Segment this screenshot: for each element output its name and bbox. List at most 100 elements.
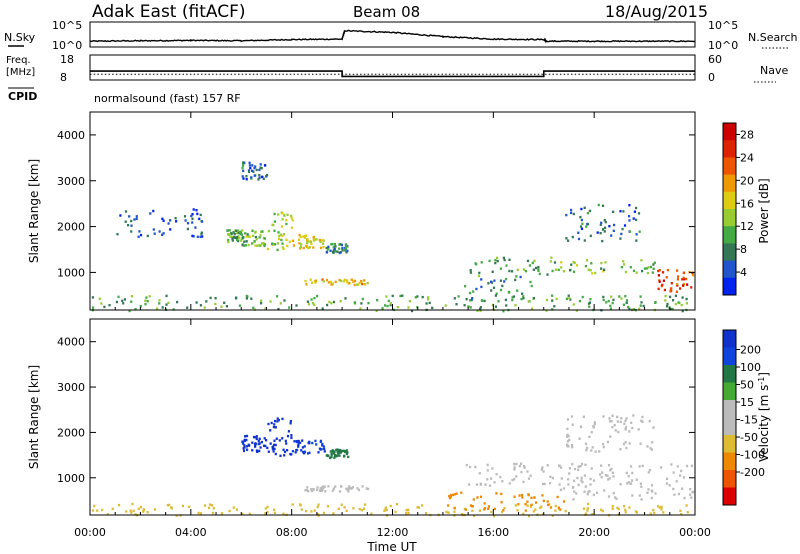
scatter-cell <box>551 294 554 297</box>
scatter-cell <box>660 505 663 509</box>
scatter-cell <box>254 165 257 168</box>
scatter-cell <box>572 270 576 273</box>
scatter-cell <box>289 452 292 456</box>
scatter-cell <box>560 266 563 269</box>
scatter-cell <box>585 259 589 262</box>
scatter-cell <box>478 509 481 512</box>
scatter-cell <box>345 244 348 247</box>
scatter-cell <box>241 229 244 232</box>
scatter-cell <box>658 506 661 509</box>
scatter-cell <box>153 232 156 235</box>
scatter-cell <box>299 235 302 239</box>
scatter-cell <box>238 304 241 307</box>
scatter-cell <box>230 235 233 239</box>
scatter-cell <box>243 240 246 243</box>
scatter-cell <box>329 249 332 252</box>
scatter-cell <box>575 492 578 495</box>
scatter-cell <box>455 303 458 306</box>
scatter-cell <box>686 464 689 468</box>
scatter-cell <box>469 271 472 274</box>
scatter-cell <box>520 470 523 474</box>
scatter-cell <box>511 296 514 299</box>
scatter-cell <box>247 169 251 172</box>
scatter-cell <box>256 244 259 247</box>
scatter-cell <box>572 303 575 306</box>
scatter-cell <box>261 230 264 233</box>
scatter-cell <box>128 309 131 313</box>
noise-frame <box>89 21 696 48</box>
scatter-cell <box>483 502 486 505</box>
scatter-cell <box>692 273 695 277</box>
scatter-cell <box>499 475 502 479</box>
scatter-cell <box>531 307 534 310</box>
scatter-cell <box>240 233 243 237</box>
scatter-cell <box>690 464 693 468</box>
scatter-cell <box>584 442 588 446</box>
scatter-cell <box>186 227 189 231</box>
scatter-cell <box>344 247 348 250</box>
scatter-cell <box>614 496 617 499</box>
scatter-cell <box>142 508 146 511</box>
noise-panel: N.Sky 10^5 10^0 10^5 10^0 N.Search <box>4 19 798 52</box>
scatter-cell <box>241 175 244 178</box>
scatter-cell <box>602 298 605 302</box>
scatter-cell <box>283 299 286 302</box>
scatter-cell <box>191 221 194 224</box>
scatter-cell <box>624 428 627 431</box>
noise-right-tick-top: 10^5 <box>708 19 738 32</box>
scatter-cell <box>631 426 634 430</box>
scatter-cell <box>479 495 483 498</box>
scatter-cell <box>242 164 245 167</box>
scatter-cell <box>516 509 519 512</box>
scatter-cell <box>505 304 508 307</box>
scatter-cell <box>408 300 411 303</box>
scatter-cell <box>526 504 529 507</box>
scatter-cell <box>320 448 323 451</box>
scatter-cell <box>570 208 573 212</box>
scatter-cell <box>304 279 307 283</box>
scatter-cell <box>551 299 554 302</box>
scatter-cell <box>611 507 614 511</box>
scatter-cell <box>253 239 256 243</box>
scatter-cell <box>515 275 518 278</box>
scatter-cell <box>281 218 284 221</box>
scatter-cell <box>628 230 632 233</box>
scatter-cell <box>165 303 168 306</box>
scatter-cell <box>558 464 561 467</box>
scatter-cell <box>474 465 477 469</box>
colorbar-segment <box>723 191 736 210</box>
scatter-cell <box>334 453 337 457</box>
scatter-cell <box>496 256 499 260</box>
scatter-cell <box>286 434 290 438</box>
colorbar-segment <box>723 487 736 506</box>
scatter-cell <box>649 512 652 515</box>
scatter-cell <box>494 305 497 308</box>
scatter-cell <box>316 488 319 492</box>
scatter-cell <box>280 238 283 242</box>
scatter-cell <box>681 487 684 490</box>
scatter-cell <box>326 505 330 508</box>
scatter-cell <box>658 280 661 283</box>
scatter-cell <box>549 260 552 263</box>
scatter-cell <box>521 292 524 295</box>
scatter-cell <box>350 278 353 281</box>
scatter-cell <box>130 230 133 233</box>
scatter-cell <box>416 295 419 298</box>
freq-tick-top: 18 <box>60 53 74 66</box>
scatter-cell <box>92 306 95 309</box>
scatter-cell <box>129 509 132 512</box>
scatter-cell <box>493 279 496 282</box>
scatter-cell <box>254 436 257 439</box>
scatter-cell <box>162 219 165 222</box>
scatter-cell <box>652 263 655 266</box>
scatter-cell <box>665 477 669 480</box>
scatter-cell <box>682 476 686 479</box>
scatter-cell <box>620 232 623 236</box>
scatter-cell <box>572 485 575 489</box>
scatter-cell <box>334 485 337 488</box>
scatter-cell <box>376 299 379 302</box>
scatter-cell <box>338 451 341 454</box>
scatter-cell <box>572 212 575 216</box>
scatter-cell <box>259 234 262 237</box>
scatter-cell <box>228 229 231 232</box>
